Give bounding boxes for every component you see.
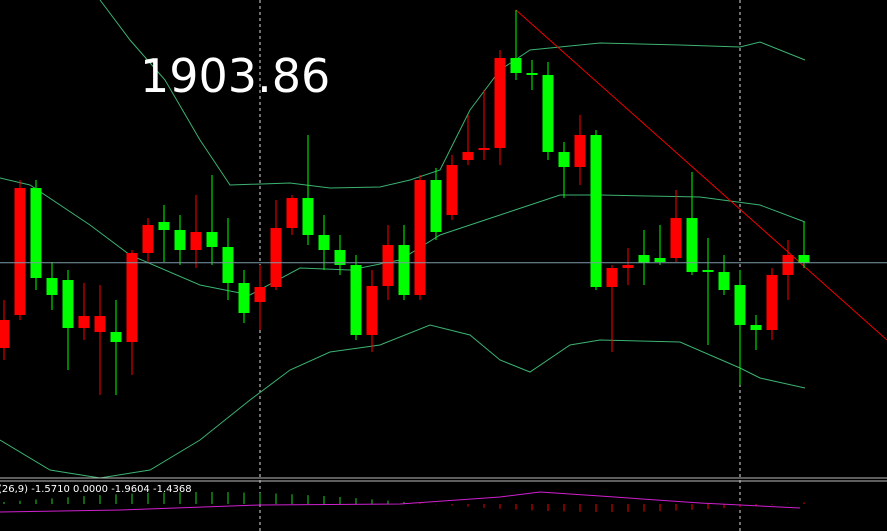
candle-body [430, 180, 442, 232]
middle-band [0, 177, 806, 296]
candle-body [462, 152, 474, 160]
candle-body [446, 165, 458, 215]
candle-body [782, 255, 794, 275]
candle-body [734, 285, 746, 325]
candle-body [654, 258, 666, 262]
candle-body [62, 280, 74, 328]
candle-body [686, 218, 698, 272]
candle-body [590, 135, 602, 287]
candle-body [574, 135, 586, 167]
candle-body [766, 275, 778, 330]
candle-body [702, 270, 714, 272]
candle-body [798, 255, 810, 263]
candle-body [270, 228, 282, 287]
candle-body [190, 232, 202, 250]
candle-body [110, 332, 122, 342]
upper-band [99, 0, 806, 189]
candle-body [0, 320, 10, 348]
candle-body [206, 232, 218, 247]
candle-body [254, 287, 266, 302]
candle-body [94, 316, 106, 332]
candle-body [238, 283, 250, 313]
bollinger-bands [0, 0, 806, 479]
candle-body [174, 230, 186, 250]
macd-histogram [3, 492, 805, 512]
candle-body [222, 247, 234, 283]
macd-signal [0, 491, 801, 513]
trend-line [515, 9, 887, 341]
candle-body [350, 265, 362, 335]
candle-body [302, 198, 314, 235]
candle-body [494, 58, 506, 148]
candle-body [478, 148, 490, 150]
candle-body [334, 250, 346, 265]
candle-body [558, 152, 570, 167]
candle-body [126, 253, 138, 342]
candle-body [318, 235, 330, 250]
indicator-label: (26,9) -1.5710 0.0000 -1.9604 -1.4368 [0, 484, 192, 495]
candle-body [142, 225, 154, 253]
candle-body [366, 286, 378, 335]
lower-band [0, 324, 806, 479]
candle-body [606, 268, 618, 287]
candle-body [30, 188, 42, 278]
candle-body [158, 222, 170, 230]
candle-body [718, 272, 730, 290]
candle-body [542, 75, 554, 152]
candle-body [78, 316, 90, 328]
candle-body [382, 245, 394, 286]
candle-body [414, 180, 426, 295]
candle-body [750, 325, 762, 330]
candle-body [46, 278, 58, 295]
candle-body [398, 245, 410, 295]
candle-body [670, 218, 682, 258]
candle-body [526, 73, 538, 75]
candle-body [622, 265, 634, 268]
candles [0, 10, 810, 395]
candle-body [510, 58, 522, 73]
candle-body [638, 255, 650, 263]
candle-body [14, 188, 26, 315]
candle-body [286, 198, 298, 228]
price-label: 1903.86 [140, 49, 330, 103]
